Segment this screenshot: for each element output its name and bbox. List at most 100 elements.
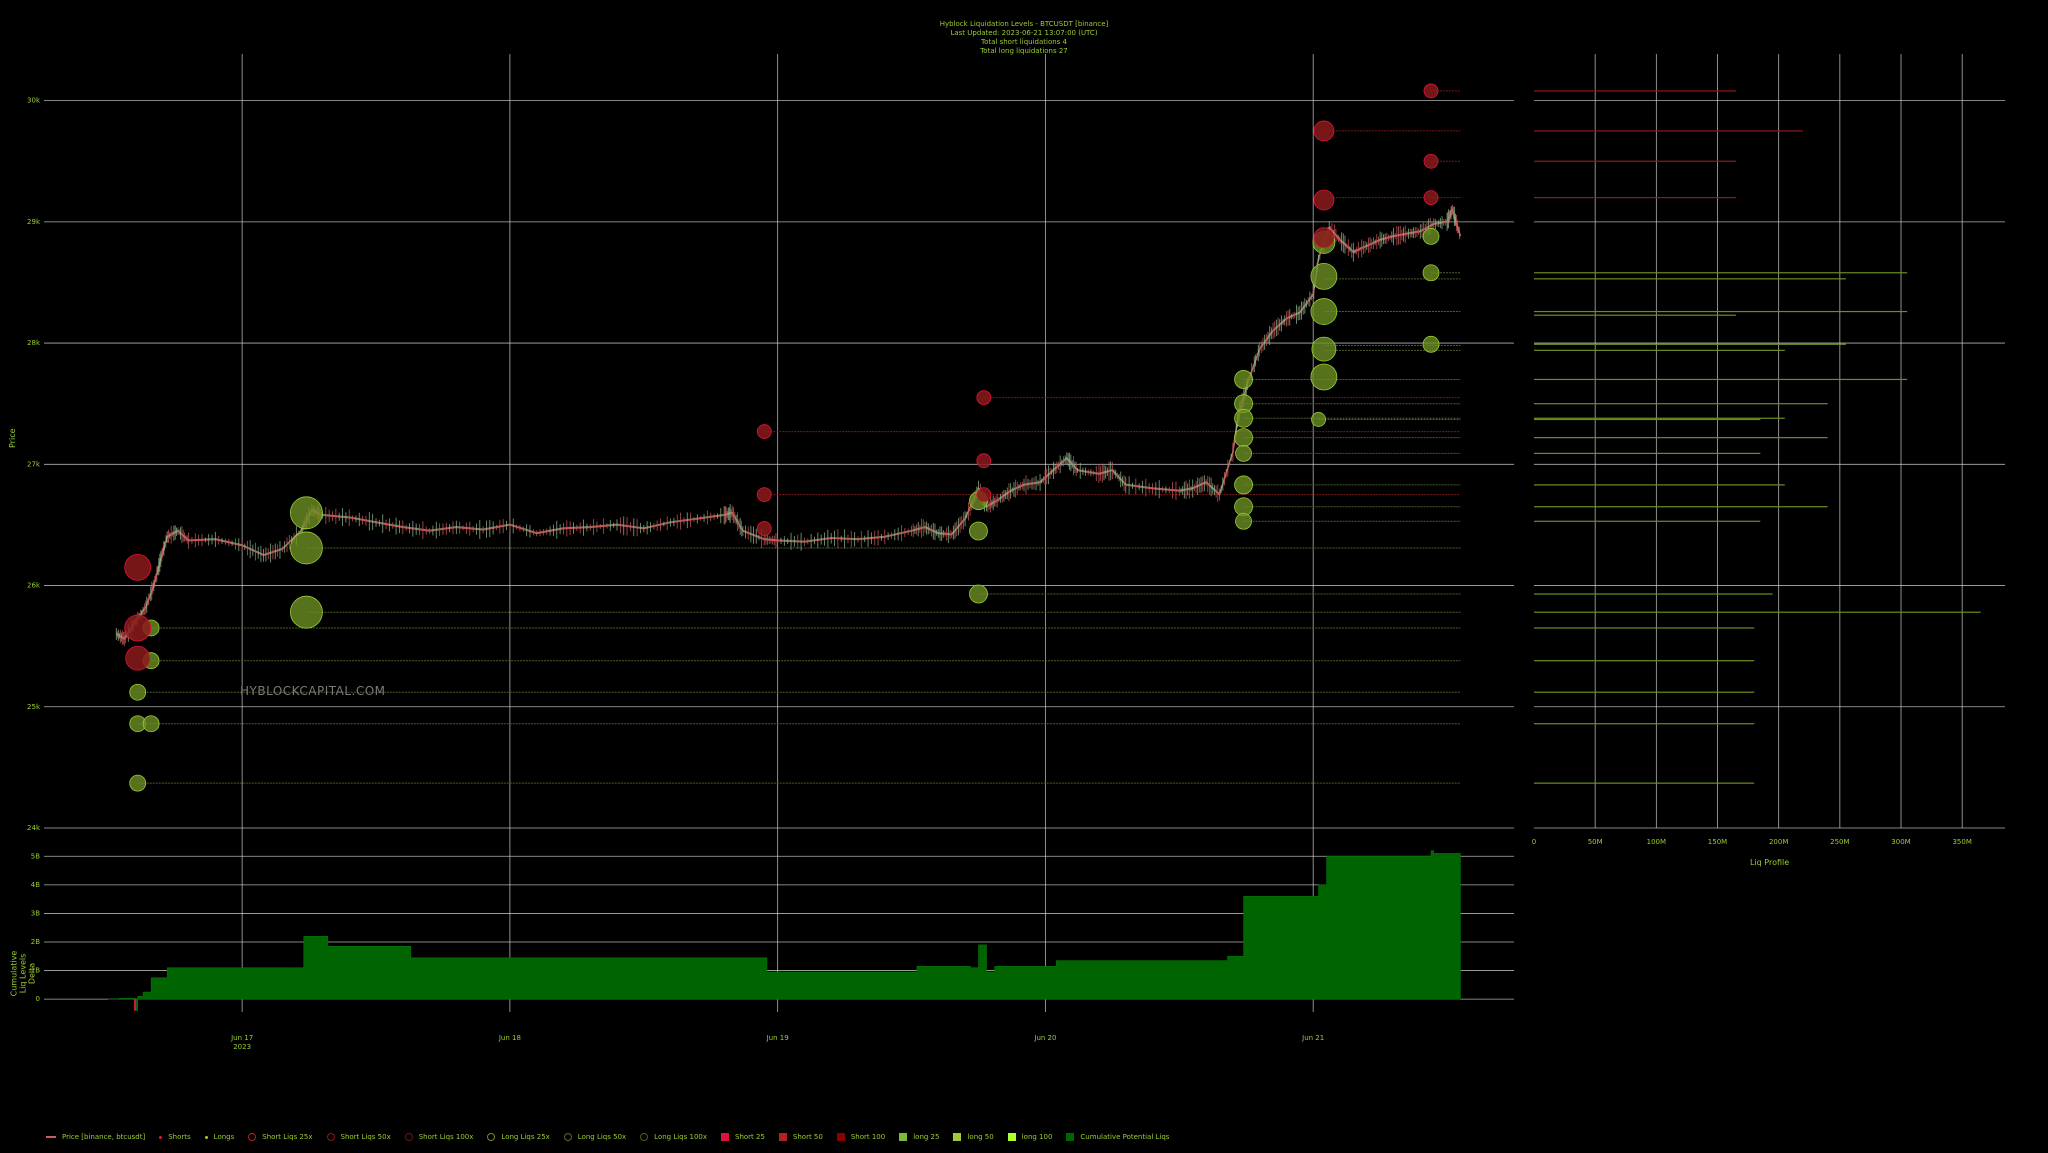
cum-tick-label: 4B <box>31 881 40 889</box>
cum-tick-label: 3B <box>31 909 40 917</box>
short-liq-circle <box>1313 120 1335 142</box>
liq-profile-bars <box>1534 90 1981 784</box>
short-liq-circle <box>976 390 992 406</box>
long-liq-circle <box>1310 262 1338 290</box>
grid-lines <box>44 54 2005 1012</box>
legend-swatch <box>159 1135 163 1139</box>
short-liq-circle <box>124 553 152 581</box>
price-axis-label: Price <box>8 428 17 448</box>
profile-tick-label: 300M <box>1891 838 1910 846</box>
profile-long-bar <box>1534 627 1755 629</box>
short-liq-circle <box>124 614 152 642</box>
legend-item[interactable]: long 25 <box>899 1133 939 1141</box>
profile-short-bar <box>1534 130 1804 132</box>
cum-tick-label: 5B <box>31 852 40 860</box>
profile-tick-label: 0 <box>1532 838 1536 846</box>
legend-swatch <box>404 1133 413 1141</box>
y-tick-label: 27k <box>27 460 41 468</box>
watermark: HYBLOCKCAPITAL.COM <box>240 684 386 698</box>
legend-item[interactable]: Shorts <box>159 1133 191 1141</box>
legend-item[interactable]: Short 50 <box>778 1133 823 1141</box>
profile-long-bar <box>1534 417 1785 419</box>
profile-long-bar <box>1534 506 1828 508</box>
cumulative-area-path <box>108 850 1461 1011</box>
x-tick-label: Jun 19 <box>766 1034 789 1042</box>
legend-item[interactable]: Short Liqs 100x <box>404 1133 473 1141</box>
chart-header: Hyblock Liquidation Levels - BTCUSDT [bi… <box>0 20 2048 56</box>
long-liq-circle <box>1422 264 1440 282</box>
long-liq-circle <box>969 584 988 604</box>
x-tick-label: 2023 <box>233 1043 251 1051</box>
legend-item[interactable]: Long Liqs 25x <box>487 1133 550 1141</box>
legend-label: Short Liqs 25x <box>262 1133 313 1141</box>
profile-short-bar <box>1534 197 1736 199</box>
long-liq-circle <box>1234 475 1253 495</box>
legend-item[interactable]: Long Liqs 100x <box>640 1133 707 1141</box>
legend-item[interactable]: Short Liqs 50x <box>326 1133 391 1141</box>
profile-long-bar <box>1534 418 1761 421</box>
long-liq-circle <box>1234 408 1253 428</box>
legend-item[interactable]: Short 25 <box>721 1133 765 1141</box>
y-tick-label: 30k <box>27 97 41 105</box>
price-series <box>115 204 1462 647</box>
legend-label: long 100 <box>1021 1133 1053 1141</box>
legend-swatch <box>721 1133 729 1141</box>
legend-label: long 50 <box>967 1133 994 1141</box>
short-liq-circle <box>756 424 772 439</box>
long-liq-circle <box>1311 336 1337 362</box>
legend-item[interactable]: Short 100 <box>836 1133 885 1141</box>
legend-item[interactable]: Longs <box>204 1133 235 1141</box>
legend-item[interactable]: long 50 <box>953 1133 994 1141</box>
chart-title: Hyblock Liquidation Levels - BTCUSDT [bi… <box>939 20 1109 28</box>
x-tick-label: Jun 18 <box>498 1034 521 1042</box>
y-tick-label: 24k <box>27 824 41 832</box>
legend-label: Long Liqs 50x <box>577 1133 627 1141</box>
long-liq-circle <box>1235 444 1252 462</box>
short-liq-circle <box>756 521 772 536</box>
legend-item[interactable]: Long Liqs 50x <box>563 1133 627 1141</box>
legend-label: Longs <box>213 1133 235 1141</box>
profile-tick-label: 50M <box>1588 838 1603 846</box>
legend-label: Long Liqs 25x <box>501 1133 550 1141</box>
short-liq-circle <box>1423 153 1439 169</box>
liquidation-level-lines <box>137 90 1461 784</box>
y-tick-label: 25k <box>27 703 41 711</box>
legend-item[interactable]: long 100 <box>1007 1133 1053 1141</box>
profile-long-bar <box>1534 403 1828 405</box>
liq-profile-axis-label: Liq Profile <box>1750 858 1790 867</box>
x-tick-label: Jun 21 <box>1301 1034 1324 1042</box>
long-liq-circle <box>1422 335 1440 353</box>
profile-long-bar <box>1534 593 1773 595</box>
long-liq-circle <box>1310 298 1338 325</box>
profile-long-bar <box>1534 272 1908 274</box>
y-tick-label: 28k <box>27 339 41 347</box>
profile-long-bar <box>1534 314 1736 316</box>
legend-label: long 25 <box>913 1133 940 1141</box>
profile-long-bar <box>1534 611 1981 613</box>
long-liq-circle <box>1310 363 1338 391</box>
short-liq-circle <box>756 487 772 503</box>
long-liq-circle <box>1311 412 1326 427</box>
legend-swatch <box>953 1133 962 1141</box>
cumulative-axis-label: Cumulative Liq Levels Delta <box>9 950 37 997</box>
x-tick-label: Jun 20 <box>1033 1034 1056 1042</box>
cum-tick-label: 0 <box>36 995 40 1003</box>
profile-tick-label: 250M <box>1830 838 1849 846</box>
profile-long-bar <box>1534 691 1755 693</box>
legend-item[interactable]: Cumulative Potential Liqs <box>1066 1133 1169 1141</box>
legend-swatch <box>487 1133 496 1141</box>
profile-long-bar <box>1534 278 1846 280</box>
short-liq-circle <box>976 487 992 503</box>
short-liq-circle <box>1313 189 1335 211</box>
y-tick-label: 26k <box>27 582 41 590</box>
long-liq-circle <box>1235 512 1252 530</box>
legend-item[interactable]: Price [binance, btcusdt] <box>46 1133 145 1141</box>
legend-swatch <box>248 1133 257 1141</box>
profile-long-bar <box>1534 349 1785 351</box>
cumulative-negative-bar <box>134 999 137 1011</box>
legend-item[interactable]: Short Liqs 25x <box>248 1133 313 1141</box>
profile-long-bar <box>1534 660 1755 662</box>
legend-label: Short Liqs 50x <box>340 1133 391 1141</box>
short-liq-circle <box>1423 190 1439 206</box>
